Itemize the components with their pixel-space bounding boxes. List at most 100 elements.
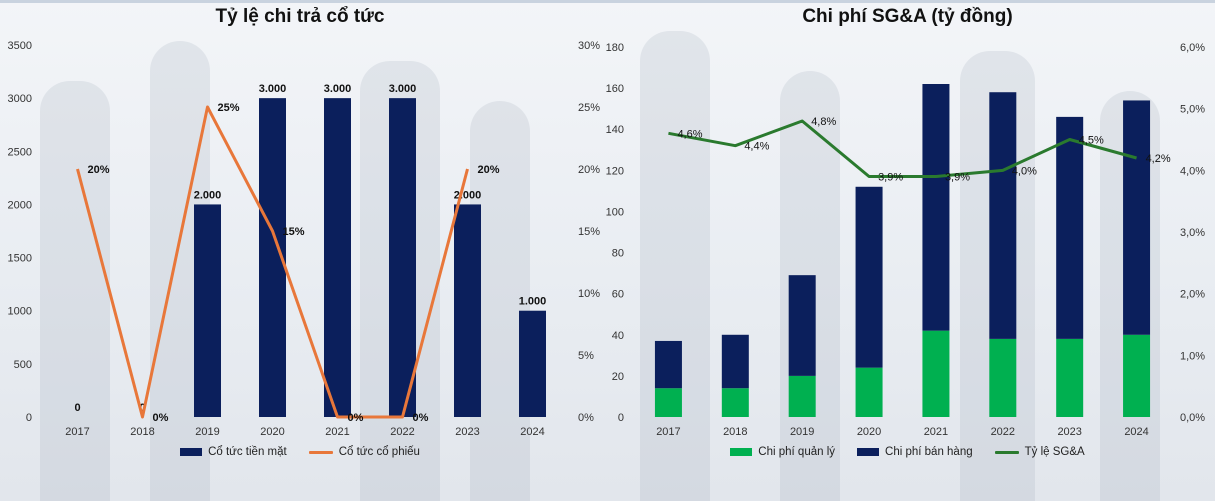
y-tick-label: 500 [14,359,32,371]
bar-cash-dividend [454,204,481,417]
dividend-chart-svg: 0 500 1000 1500 2000 2500 3000 3500 0% 5% 10% 15% 20… [8,40,601,438]
bar-data-label: 3.000 [324,83,352,95]
y-tick-label: 0 [26,412,32,424]
y-tick-label: 120 [606,165,624,177]
y-tick-label: 20 [612,371,624,383]
x-tick-label: 2017 [65,426,89,438]
x-tick-label: 2021 [924,426,948,438]
y2-tick-label: 4,0% [1180,165,1205,177]
y2-tick-label: 20% [578,164,600,176]
y-tick-label: 3000 [8,93,32,105]
legend-swatch-cash-dividend [180,448,203,456]
bar-data-label: 0 [74,402,80,414]
x-tick-label: 2022 [991,426,1015,438]
legend-swatch-admin-cost [730,448,753,456]
y-tick-label: 1500 [8,253,32,265]
line-data-label: 20% [478,164,500,176]
line-data-label: 4,5% [1079,135,1104,147]
y2-tick-label: 1,0% [1180,350,1205,362]
bar-selling-cost [855,186,883,368]
y2-tick-label: 10% [578,288,600,300]
legend-label-selling-cost: Chi phí bán hàng [885,446,973,458]
top-border-line [0,0,1215,3]
legend-item-stock-dividend: Cổ tức cổ phiếu [308,446,420,458]
line-data-label: 20% [88,164,110,176]
x-tick-label: 2019 [195,426,219,438]
x-tick-label: 2024 [1124,426,1148,438]
y2-tick-label: 5,0% [1180,104,1205,116]
bar-data-label: 0 [139,402,145,414]
bar-cash-dividend [519,310,546,417]
line-data-label: 3,9% [945,172,970,184]
x-tick-label: 2018 [723,426,747,438]
x-tick-label: 2023 [455,426,479,438]
x-tick-label: 2020 [857,426,881,438]
line-data-label: 4,0% [1012,165,1037,177]
y-tick-label: 80 [612,248,624,260]
legend-label-stock-dividend: Cổ tức cổ phiếu [338,446,420,458]
y2-tick-label: 25% [578,102,600,114]
y2-tick-label: 15% [578,226,600,238]
x-tick-label: 2020 [260,426,284,438]
bar-selling-cost [989,92,1017,339]
x-tick-label: 2019 [790,426,814,438]
y2-tick-label: 5% [578,350,594,362]
bar-cash-dividend [389,98,416,418]
bar-cash-dividend [194,204,221,417]
y-tick-label: 100 [606,206,624,218]
legend-swatch-selling-cost [857,448,880,456]
line-data-label: 4,4% [744,141,769,153]
y2-tick-label: 6,0% [1180,42,1205,54]
x-tick-label: 2018 [130,426,154,438]
bar-data-label: 2.000 [454,189,482,201]
sga-chart-svg: 0 20 40 60 80 100 120 140 160 180 0,0% 1,0% 2,0% 3,0%… [606,42,1206,438]
legend-label-cash-dividend: Cổ tức tiền mặt [208,446,287,458]
y-tick-label: 160 [606,83,624,95]
y2-tick-label: 2,0% [1180,289,1205,301]
dividend-chart-legend: Cổ tức tiền mặt Cổ tức cổ phiếu [0,446,600,458]
y-tick-label: 2500 [8,146,32,158]
x-tick-label: 2021 [325,426,349,438]
bar-admin-cost [855,367,883,417]
bar-selling-cost [1056,116,1084,339]
bar-admin-cost [1056,338,1084,417]
legend-swatch-sga-ratio [994,450,1019,454]
y2-tick-label: 30% [578,40,600,52]
line-data-label: 4,8% [811,116,836,128]
y-tick-label: 180 [606,42,624,54]
bar-admin-cost [788,375,816,417]
line-data-label: 0% [153,412,169,424]
legend-item-admin-cost: Chi phí quản lý [730,446,835,458]
line-data-label: 4,2% [1146,153,1171,165]
line-data-label: 3,9% [878,172,903,184]
bar-selling-cost [1123,100,1151,335]
line-data-label: 0% [348,412,364,424]
bar-data-label: 3.000 [389,83,417,95]
line-stock-dividend [76,105,469,419]
bar-cash-dividend [324,98,351,418]
sga-chart-title: Chi phí SG&A (tỷ đồng) [802,6,1013,27]
bar-selling-cost [922,84,950,331]
y2-tick-label: 0,0% [1180,412,1205,424]
x-tick-label: 2024 [520,426,544,438]
x-tick-label: 2023 [1057,426,1081,438]
bar-data-label: 2.000 [194,189,222,201]
line-data-label: 0% [413,412,429,424]
bar-data-label: 1.000 [519,296,547,308]
y-tick-label: 60 [612,289,624,301]
legend-swatch-stock-dividend [308,450,333,454]
sga-chart-legend: Chi phí quản lý Chi phí bán hàng Tỷ lệ S… [600,446,1215,458]
y-tick-label: 1000 [8,306,32,318]
dividend-chart-title: Tỷ lệ chi trả cổ tức [215,6,385,27]
y2-tick-label: 0% [578,412,594,424]
bar-selling-cost [788,275,816,376]
y-tick-label: 2000 [8,199,32,211]
bar-admin-cost [989,338,1017,417]
legend-label-sga-ratio: Tỷ lệ SG&A [1024,446,1085,458]
sga-chart-panel: Chi phí SG&A (tỷ đồng) 0 20 40 60 80 100 120 14… [600,0,1215,501]
bar-selling-cost [721,334,749,389]
y2-tick-label: 3,0% [1180,227,1205,239]
x-tick-label: 2022 [390,426,414,438]
bar-data-label: 3.000 [259,83,287,95]
y-tick-label: 40 [612,330,624,342]
